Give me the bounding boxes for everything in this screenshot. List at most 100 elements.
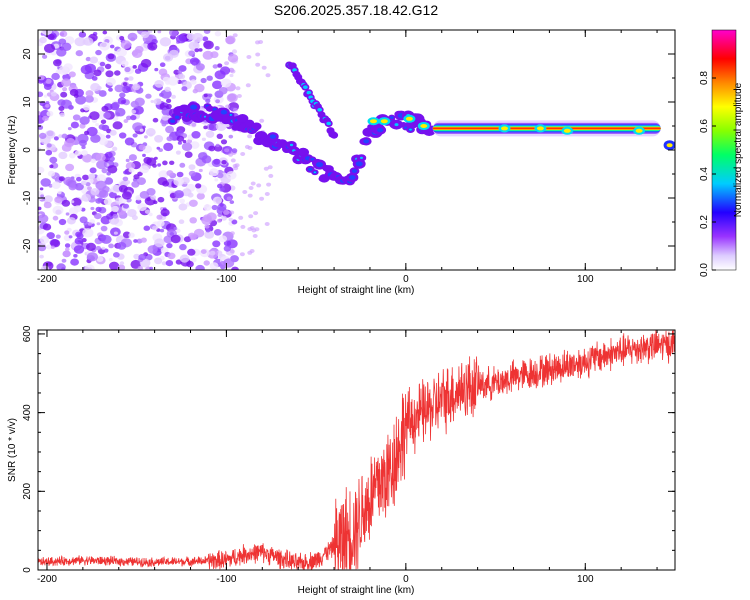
noise-blob (90, 134, 101, 143)
noise-blob (135, 199, 142, 205)
noise-blob (212, 64, 218, 69)
noise-blob (101, 168, 108, 174)
snr-line-area (38, 330, 675, 570)
noise-blob (259, 196, 265, 201)
noise-blob (130, 100, 139, 108)
noise-blob (188, 164, 196, 171)
noise-blob (58, 176, 65, 182)
noise-blob (200, 77, 207, 84)
noise-blob (38, 214, 49, 223)
noise-blob (78, 31, 87, 38)
noise-blob (206, 75, 213, 81)
noise-blob (124, 137, 135, 146)
noise-blob (38, 75, 45, 81)
noise-blob (117, 264, 126, 270)
noise-blob (221, 160, 227, 165)
noise-blob (147, 42, 158, 51)
noise-blob (223, 240, 232, 247)
noise-blob (247, 146, 253, 150)
colorbar-tick-label: 0.8 (699, 71, 710, 85)
noise-blob (111, 101, 120, 109)
y-tick-label: -20 (22, 238, 33, 253)
noise-blob (226, 93, 238, 103)
noise-blob (190, 141, 200, 149)
noise-blob (73, 254, 78, 258)
noise-blob (240, 224, 246, 229)
noise-blob (159, 62, 166, 67)
noise-blob (173, 226, 178, 231)
y-tick-label: 0 (22, 567, 33, 573)
noise-blob (53, 136, 59, 141)
noise-blob (114, 84, 124, 93)
noise-blob (224, 263, 230, 268)
noise-blob (113, 51, 118, 55)
noise-blob (95, 123, 99, 127)
noise-blob (45, 103, 50, 108)
branch-blob (330, 131, 339, 139)
noise-blob (50, 239, 61, 248)
ridge-core (315, 162, 324, 168)
colorbar: 0.0 0.2 0.4 0.6 0.8 Normalized spectral ampl… (699, 29, 744, 277)
noise-blob (144, 135, 148, 139)
noise-blob (134, 68, 142, 74)
noise-blob (62, 250, 71, 257)
noise-blob (204, 230, 215, 239)
noise-blob (171, 94, 177, 99)
noise-blob (254, 227, 260, 232)
noise-blob (189, 199, 198, 207)
noise-blob (203, 93, 208, 98)
noise-blob (159, 228, 165, 233)
noise-blob (179, 243, 187, 251)
noise-blob (178, 219, 185, 224)
noise-blob (198, 48, 203, 52)
noise-blob (165, 125, 175, 134)
noise-blob (228, 134, 234, 139)
noise-blob (114, 70, 121, 76)
noise-blob (242, 190, 248, 194)
noise-blob (240, 152, 246, 156)
noise-blob (95, 246, 102, 251)
noise-blob (154, 67, 159, 72)
noise-blob (166, 98, 172, 104)
noise-blob (60, 91, 68, 98)
noise-blob (70, 121, 79, 129)
noise-blob (121, 191, 132, 200)
noise-blob (98, 137, 108, 146)
noise-blob (131, 50, 138, 56)
noise-blob (110, 184, 122, 194)
noise-blob (118, 185, 128, 193)
band-blob-core (370, 119, 377, 124)
snr-panel: -200 -100 0 100 0 200 400 600 Height of straig… (7, 325, 676, 596)
noise-blob (209, 168, 219, 177)
x-tick-label: 0 (403, 574, 409, 585)
noise-blob (132, 133, 138, 138)
noise-blob (79, 116, 90, 125)
noise-blob (150, 195, 157, 200)
noise-blob (194, 48, 200, 53)
ridge-core (269, 134, 277, 139)
noise-blob (82, 228, 94, 238)
noise-blob (65, 247, 70, 252)
noise-blob (66, 217, 76, 225)
noise-blob (53, 59, 62, 67)
noise-blob (38, 147, 42, 152)
branch-core (303, 85, 308, 89)
noise-blob (38, 91, 44, 98)
noise-blob (178, 65, 187, 72)
noise-blob (95, 206, 102, 212)
noise-blob (162, 160, 168, 166)
noise-blob (46, 110, 54, 117)
noise-blob (187, 248, 196, 256)
noise-blob (178, 74, 186, 80)
noise-blob (144, 209, 151, 214)
noise-blob (202, 50, 214, 60)
noise-blob (44, 43, 55, 54)
noise-blob (247, 193, 253, 198)
noise-blob (166, 170, 174, 177)
noise-blob (87, 222, 92, 226)
noise-blob (188, 170, 196, 177)
noise-blob (73, 205, 83, 213)
noise-blob (157, 196, 165, 203)
noise-blob (75, 50, 84, 57)
noise-blob (253, 211, 259, 216)
